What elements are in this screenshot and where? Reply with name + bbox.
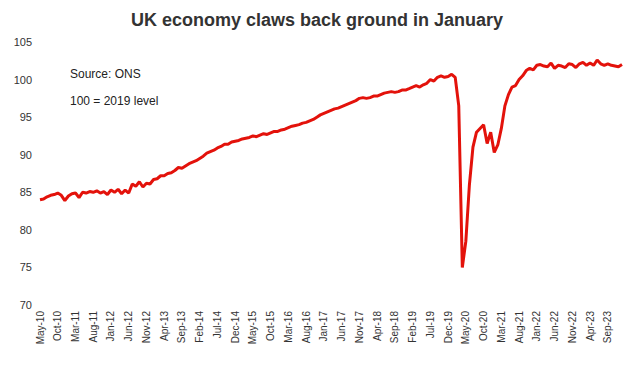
svg-text:Jan-17: Jan-17 bbox=[318, 311, 329, 342]
svg-text:Sep-13: Sep-13 bbox=[176, 311, 187, 344]
svg-text:Apr-18: Apr-18 bbox=[372, 311, 383, 341]
svg-text:Sep-23: Sep-23 bbox=[602, 311, 613, 344]
svg-text:Mar-16: Mar-16 bbox=[283, 311, 294, 343]
svg-text:UK economy claws back ground i: UK economy claws back ground in January bbox=[131, 10, 503, 30]
svg-text:Jun-17: Jun-17 bbox=[336, 311, 347, 342]
svg-text:Jan-22: Jan-22 bbox=[531, 311, 542, 342]
svg-text:Sep-18: Sep-18 bbox=[389, 311, 400, 344]
svg-text:Jul-14: Jul-14 bbox=[212, 311, 223, 339]
svg-text:May-15: May-15 bbox=[247, 311, 258, 345]
svg-text:90: 90 bbox=[20, 149, 32, 161]
svg-text:100: 100 bbox=[14, 74, 32, 86]
svg-text:Jun-22: Jun-22 bbox=[549, 311, 560, 342]
svg-text:Jun-12: Jun-12 bbox=[123, 311, 134, 342]
svg-text:Feb-19: Feb-19 bbox=[407, 311, 418, 343]
svg-text:85: 85 bbox=[20, 186, 32, 198]
svg-text:105: 105 bbox=[14, 36, 32, 48]
svg-text:Feb-14: Feb-14 bbox=[194, 311, 205, 343]
svg-text:70: 70 bbox=[20, 299, 32, 311]
svg-text:Apr-23: Apr-23 bbox=[585, 311, 596, 341]
svg-text:75: 75 bbox=[20, 261, 32, 273]
svg-text:Apr-13: Apr-13 bbox=[159, 311, 170, 341]
svg-text:100 = 2019 level: 100 = 2019 level bbox=[70, 94, 158, 108]
svg-text:May-20: May-20 bbox=[460, 311, 471, 345]
svg-text:Dec-19: Dec-19 bbox=[443, 311, 454, 344]
svg-text:May-10: May-10 bbox=[35, 311, 46, 345]
svg-text:Oct-15: Oct-15 bbox=[265, 311, 276, 341]
svg-text:Aug-11: Aug-11 bbox=[88, 311, 99, 343]
svg-text:Nov-12: Nov-12 bbox=[141, 311, 152, 344]
svg-text:80: 80 bbox=[20, 224, 32, 236]
svg-text:Nov-17: Nov-17 bbox=[354, 311, 365, 344]
svg-text:Jul-19: Jul-19 bbox=[425, 311, 436, 339]
svg-text:Oct-20: Oct-20 bbox=[478, 311, 489, 341]
svg-text:Jan-12: Jan-12 bbox=[105, 311, 116, 342]
svg-text:Aug-21: Aug-21 bbox=[514, 311, 525, 344]
svg-text:Mar-21: Mar-21 bbox=[496, 311, 507, 343]
svg-text:Mar-11: Mar-11 bbox=[70, 311, 81, 342]
svg-text:Nov-22: Nov-22 bbox=[567, 311, 578, 344]
svg-text:Dec-14: Dec-14 bbox=[230, 311, 241, 344]
svg-text:95: 95 bbox=[20, 111, 32, 123]
svg-text:Source: ONS: Source: ONS bbox=[70, 67, 141, 81]
svg-text:Oct-10: Oct-10 bbox=[52, 311, 63, 341]
svg-text:Aug-16: Aug-16 bbox=[301, 311, 312, 344]
